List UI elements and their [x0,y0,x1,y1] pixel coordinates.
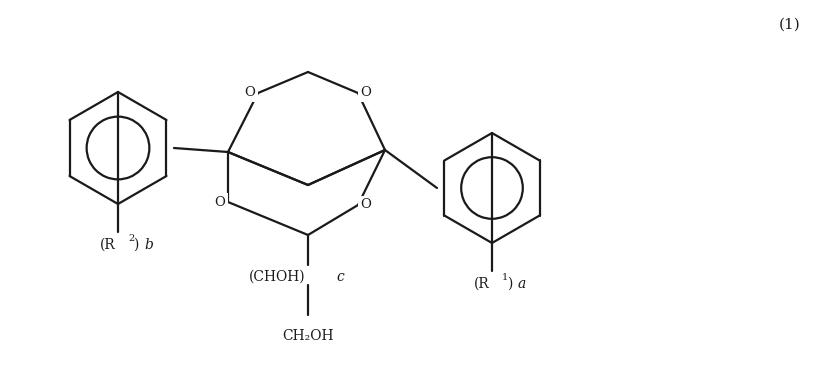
Text: b: b [144,238,153,252]
Text: O: O [361,199,372,211]
Text: 1: 1 [502,273,508,282]
Text: O: O [215,196,225,208]
Text: ): ) [133,238,139,252]
Text: (R: (R [474,277,490,291]
Text: c: c [336,270,344,284]
Text: O: O [244,87,255,100]
Text: ): ) [507,277,512,291]
Text: 2: 2 [128,234,135,243]
Text: (CHOH): (CHOH) [249,270,306,284]
Text: (R: (R [100,238,116,252]
Text: (1): (1) [778,18,800,32]
Text: O: O [361,87,372,100]
Text: a: a [518,277,526,291]
Text: CH₂OH: CH₂OH [282,329,334,343]
